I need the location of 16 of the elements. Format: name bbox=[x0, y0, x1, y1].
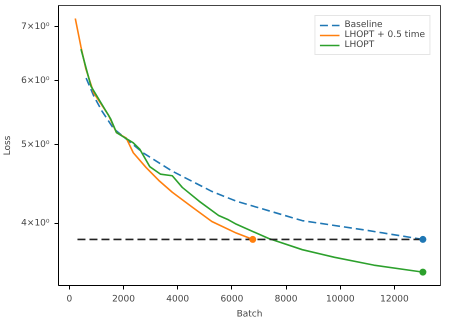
y-axis-title: Loss bbox=[3, 135, 14, 156]
x-tick-label: 8000 bbox=[274, 294, 298, 304]
y-tick-label: 7×10⁰ bbox=[21, 22, 50, 32]
x-tick-label: 0 bbox=[66, 294, 72, 304]
x-tick-label: 2000 bbox=[112, 294, 136, 304]
x-axis-title: Batch bbox=[236, 310, 262, 320]
legend-label: LHOPT bbox=[344, 40, 374, 50]
y-tick-label: 6×10⁰ bbox=[21, 76, 50, 86]
x-tick-label: 4000 bbox=[166, 294, 190, 304]
y-tick-label: 5×10⁰ bbox=[21, 140, 50, 150]
x-tick-label: 10000 bbox=[326, 294, 355, 304]
x-tick-label: 12000 bbox=[380, 294, 410, 304]
x-tick-label: 6000 bbox=[220, 294, 244, 304]
legend-label: Baseline bbox=[344, 20, 383, 30]
y-tick-label: 4×10⁰ bbox=[21, 218, 50, 228]
legend-label: LHOPT + 0.5 time bbox=[344, 30, 425, 40]
